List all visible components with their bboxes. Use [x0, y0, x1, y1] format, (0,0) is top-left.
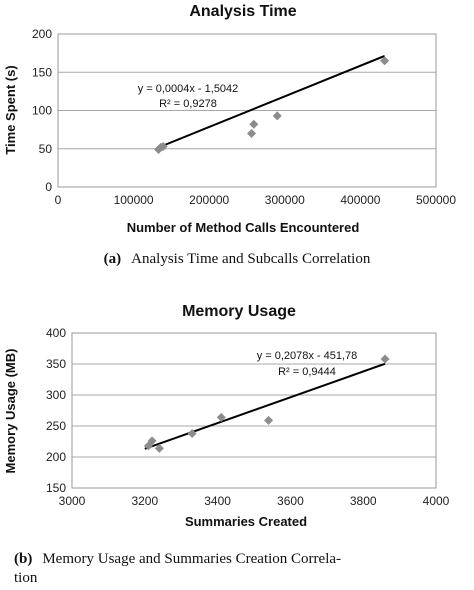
y-tick-label: 150	[32, 65, 52, 79]
y-tick-label: 400	[46, 326, 66, 340]
caption-tag: (b)	[14, 551, 32, 567]
y-tick-label: 250	[46, 419, 66, 433]
x-tick-label: 3600	[277, 494, 304, 508]
x-tick-label: 300000	[265, 193, 305, 207]
data-point-marker	[187, 428, 197, 438]
y-tick-label: 50	[39, 142, 53, 156]
data-points	[154, 56, 390, 155]
trendline-equation: y = 0,2078x - 451,78	[257, 350, 358, 362]
data-point-marker	[158, 141, 168, 151]
x-tick-label: 200000	[189, 193, 229, 207]
chart-title: Analysis Time	[189, 3, 296, 20]
data-point-marker	[249, 119, 259, 129]
caption-text: Analysis Time and Subcalls Correlation	[131, 251, 371, 267]
data-point-marker	[380, 56, 390, 66]
chart-memory-usage: Memory Usage 150 200 250 300 350 400 3000 3200…	[3, 303, 450, 586]
x-tick-label: 400000	[340, 193, 380, 207]
y-tick-label: 200	[46, 450, 66, 464]
data-point-marker	[154, 443, 164, 453]
y-axis-label: Time Spent (s)	[3, 65, 18, 154]
data-point-marker	[216, 412, 226, 422]
data-point-marker	[247, 128, 257, 138]
grid	[58, 33, 436, 188]
x-axis-ticks: 0 100000 200000 300000 400000 500000	[55, 193, 457, 207]
caption-text-line-2: tion	[14, 570, 38, 586]
trendline	[144, 362, 386, 450]
y-tick-label: 0	[45, 180, 52, 194]
chart-analysis-time: Analysis Time 0 50 100 150 200 0 100000 200000…	[3, 3, 456, 267]
trendline-r-squared: R² = 0,9278	[159, 98, 217, 110]
y-tick-label: 300	[46, 388, 66, 402]
data-point-marker	[380, 354, 390, 364]
data-points	[143, 354, 390, 453]
trendline-equation: y = 0,0004x - 1,5042	[138, 83, 239, 95]
x-tick-label: 4000	[423, 494, 450, 508]
data-point-marker	[264, 415, 274, 425]
x-axis-label: Number of Method Calls Encountered	[127, 220, 360, 235]
y-axis-ticks: 150 200 250 300 350 400	[46, 326, 66, 495]
x-axis-label: Summaries Created	[185, 514, 307, 529]
x-tick-label: 3200	[131, 494, 158, 508]
x-tick-label: 3800	[350, 494, 377, 508]
caption-tag: (a)	[104, 251, 122, 267]
y-axis-ticks: 0 50 100 150 200	[32, 27, 52, 194]
data-point-marker	[147, 436, 157, 446]
plot-area	[57, 33, 437, 188]
y-tick-label: 100	[32, 104, 52, 118]
x-tick-label: 500000	[416, 193, 456, 207]
trendline-r-squared: R² = 0,9444	[278, 366, 336, 378]
chart-title: Memory Usage	[182, 303, 296, 320]
x-axis-ticks: 3000 3200 3400 3600 3800 4000	[59, 494, 450, 508]
caption-text-line-1: Memory Usage and Summaries Creation Corr…	[42, 551, 341, 567]
figure-caption: (b) Memory Usage and Summaries Creation …	[14, 550, 341, 567]
plot-area	[71, 332, 437, 489]
y-tick-label: 350	[46, 357, 66, 371]
y-tick-label: 200	[32, 27, 52, 41]
y-tick-label: 150	[46, 481, 66, 495]
figure-caption: (a) Analysis Time and Subcalls Correlati…	[104, 250, 371, 267]
data-point-marker	[272, 111, 282, 121]
trendline	[155, 55, 385, 150]
x-tick-label: 100000	[114, 193, 154, 207]
x-tick-label: 3000	[59, 494, 86, 508]
x-tick-label: 0	[55, 193, 62, 207]
y-axis-label: Memory Usage (MB)	[3, 349, 18, 474]
x-tick-label: 3400	[204, 494, 231, 508]
